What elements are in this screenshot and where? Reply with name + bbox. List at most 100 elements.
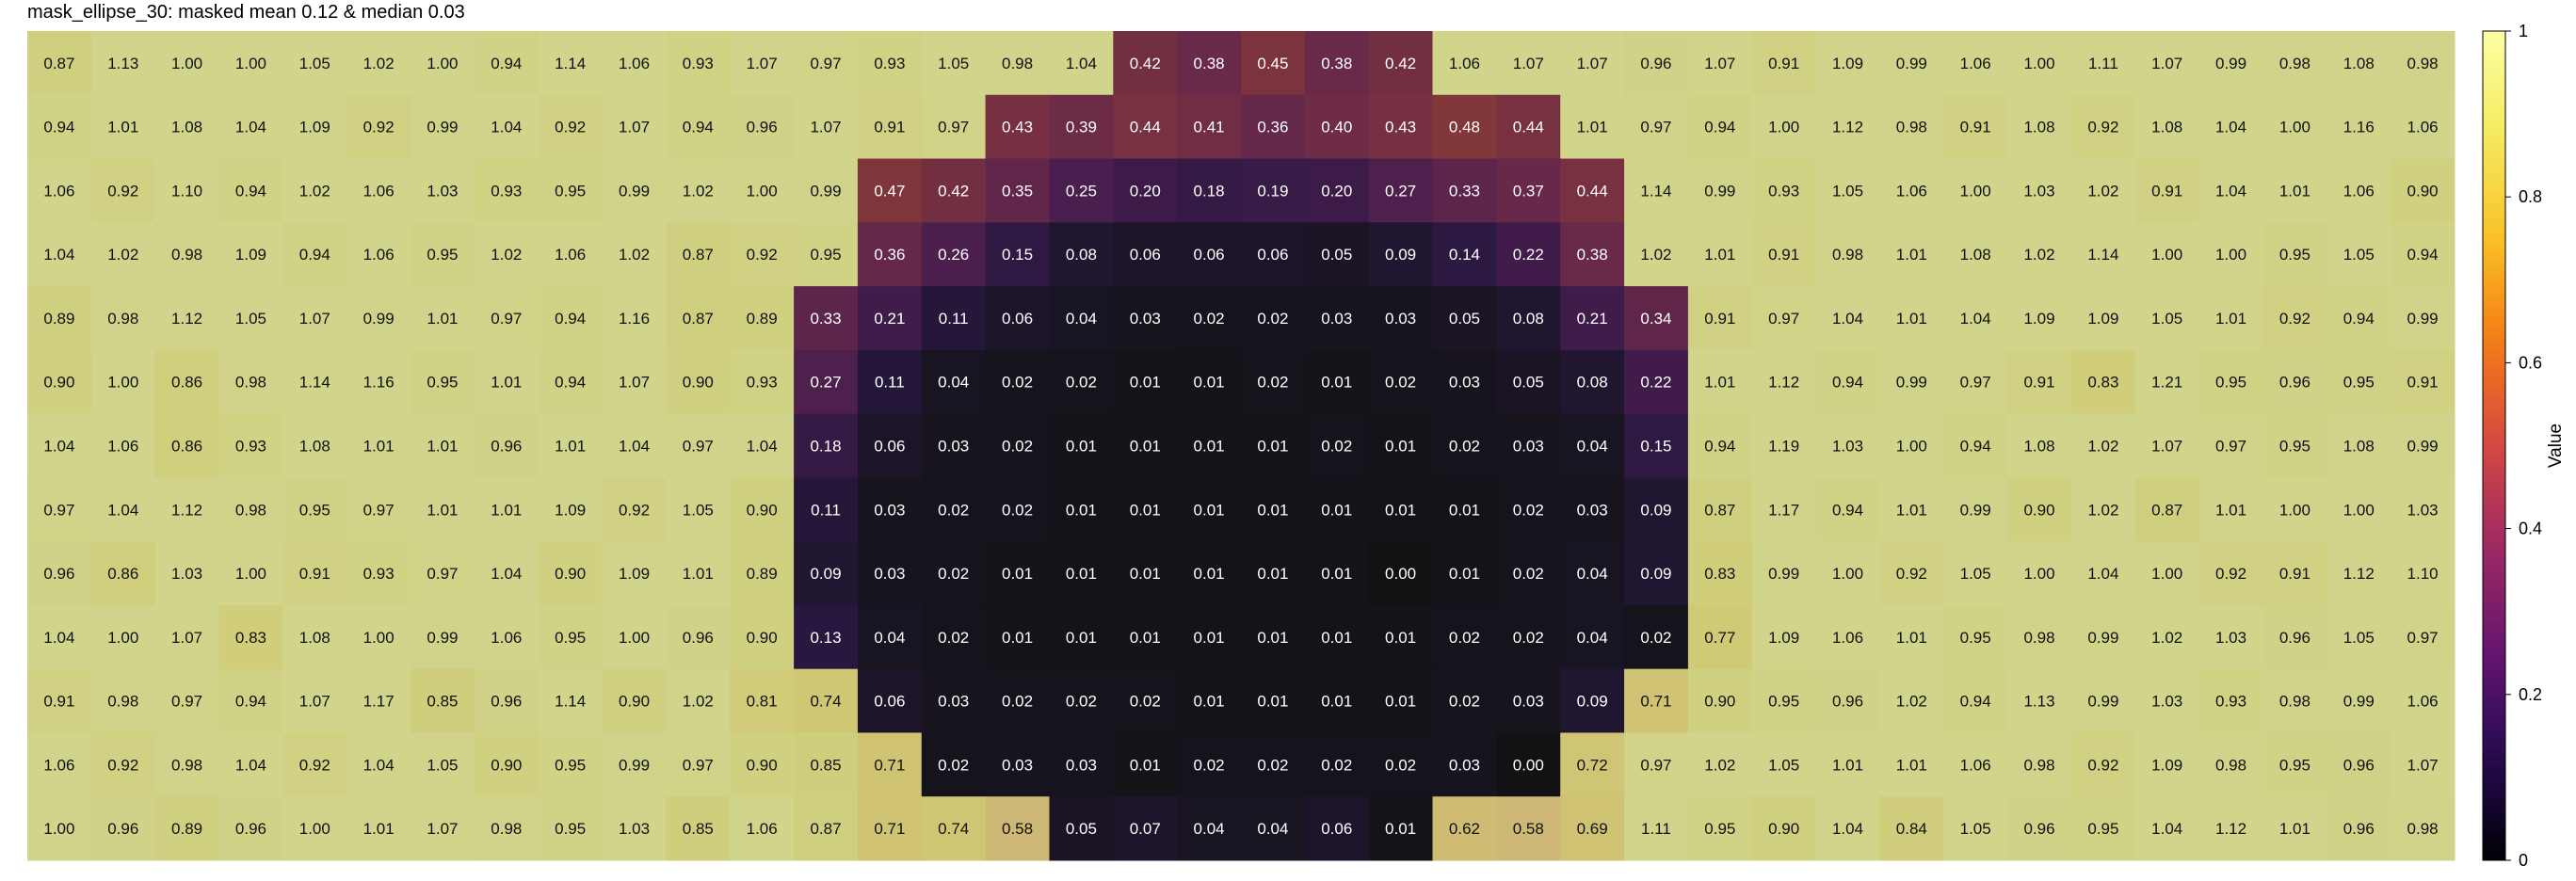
heatmap-cell [1241, 604, 1306, 670]
heatmap-cell [666, 349, 731, 415]
cell-value-label: 0.37 [1513, 182, 1544, 200]
cell-value-label: 1.09 [2151, 756, 2182, 774]
heatmap-cell [2198, 732, 2263, 797]
heatmap-cell [1879, 286, 1944, 351]
heatmap-cell [1943, 541, 2008, 606]
heatmap-cell [1368, 668, 1434, 733]
heatmap-cell [1624, 413, 1689, 478]
heatmap-cell [346, 668, 411, 733]
cell-value-label: 1.00 [2343, 501, 2375, 519]
heatmap-cell [538, 158, 604, 223]
heatmap-cell [2391, 94, 2455, 160]
cell-value-label: 1.11 [1641, 820, 1671, 838]
heatmap-cell [2391, 796, 2455, 861]
heatmap-cell [985, 31, 1050, 96]
cell-value-label: 0.90 [2023, 501, 2054, 519]
heatmap-cell [2198, 604, 2263, 670]
cell-value-label: 0.91 [299, 565, 330, 583]
heatmap-cell [1879, 477, 1944, 542]
heatmap-cell [602, 349, 667, 415]
heatmap-cell [1815, 31, 1880, 96]
heatmap-cell [2262, 349, 2327, 415]
heatmap-cell [1177, 158, 1242, 223]
cell-value-label: 0.42 [1130, 55, 1161, 72]
cell-value-label: 0.99 [1960, 501, 1991, 519]
cell-value-label: 0.21 [874, 310, 905, 328]
cell-value-label: 0.13 [810, 629, 841, 647]
heatmap-cell [2326, 604, 2391, 670]
heatmap-cell [346, 349, 411, 415]
cell-value-label: 1.02 [363, 55, 394, 72]
heatmap-cell [1687, 349, 1753, 415]
heatmap-cell [1049, 413, 1114, 478]
cell-value-label: 0.92 [107, 756, 138, 774]
cell-value-label: 1.06 [43, 756, 74, 774]
cell-value-label: 1.04 [2151, 820, 2182, 838]
heatmap-cell [857, 222, 923, 287]
cell-value-label: 0.01 [1194, 565, 1225, 583]
cell-value-label: 1.01 [427, 438, 458, 456]
heatmap-cell [411, 158, 475, 223]
cell-value-label: 0.98 [235, 374, 266, 392]
cell-value-label: 0.90 [43, 374, 74, 392]
cell-value-label: 0.27 [810, 374, 841, 392]
cell-value-label: 1.03 [2023, 182, 2054, 200]
cell-value-label: 1.06 [2407, 119, 2439, 136]
cell-value-label: 0.97 [427, 565, 458, 583]
cell-value-label: 1.05 [1960, 820, 1991, 838]
colorbar-tick-label: 1 [2519, 22, 2528, 40]
heatmap-cell [1815, 222, 1880, 287]
heatmap-cell [1241, 158, 1306, 223]
cell-value-label: 0.91 [43, 693, 74, 711]
cell-value-label: 0.02 [1066, 693, 1097, 711]
heatmap-cell [346, 158, 411, 223]
cell-value-label: 1.02 [683, 693, 714, 711]
heatmap-cell [474, 541, 539, 606]
heatmap-cell [2198, 349, 2263, 415]
cell-value-label: 0.72 [1577, 756, 1608, 774]
heatmap-cell [27, 796, 92, 861]
heatmap-cell [218, 349, 283, 415]
heatmap-cell [2007, 541, 2072, 606]
heatmap-cell [2070, 222, 2136, 287]
heatmap-cell [1049, 286, 1114, 351]
heatmap-cell [2262, 732, 2327, 797]
cell-value-label: 1.01 [1832, 756, 1863, 774]
cell-value-label: 0.42 [1385, 55, 1416, 72]
heatmap-cell [411, 541, 475, 606]
heatmap-cell [1432, 541, 1497, 606]
heatmap-cell [985, 796, 1050, 861]
cell-value-label: 0.36 [874, 246, 905, 264]
cell-value-label: 0.98 [171, 756, 202, 774]
heatmap-cell [985, 668, 1050, 733]
heatmap-cell [794, 477, 859, 542]
heatmap-cell [857, 349, 923, 415]
heatmap-cell [27, 413, 92, 478]
heatmap-cell [2326, 541, 2391, 606]
heatmap-cell [1751, 286, 1817, 351]
cell-value-label: 0.03 [1577, 501, 1608, 519]
cell-value-label: 1.14 [1640, 182, 1671, 200]
cell-value-label: 0.05 [1066, 820, 1097, 838]
heatmap-cell [730, 158, 795, 223]
heatmap-cell [1815, 413, 1880, 478]
cell-value-label: 1.06 [1832, 629, 1863, 647]
cell-value-label: 0.71 [874, 820, 905, 838]
heatmap-cell [1304, 732, 1370, 797]
heatmap-cell [411, 31, 475, 96]
heatmap-cell [1049, 604, 1114, 670]
heatmap-cell [282, 158, 347, 223]
heatmap-cell [602, 541, 667, 606]
heatmap-cell [1177, 349, 1242, 415]
cell-value-label: 0.01 [1321, 501, 1352, 519]
cell-value-label: 1.06 [555, 246, 586, 264]
heatmap-cell [2262, 222, 2327, 287]
heatmap-cell [730, 286, 795, 351]
heatmap-cell [1368, 796, 1434, 861]
heatmap-cell [218, 286, 283, 351]
cell-value-label: 0.95 [2087, 820, 2118, 838]
cell-value-label: 0.33 [810, 310, 841, 328]
cell-value-label: 1.05 [2343, 246, 2375, 264]
cell-value-label: 0.95 [2343, 374, 2375, 392]
